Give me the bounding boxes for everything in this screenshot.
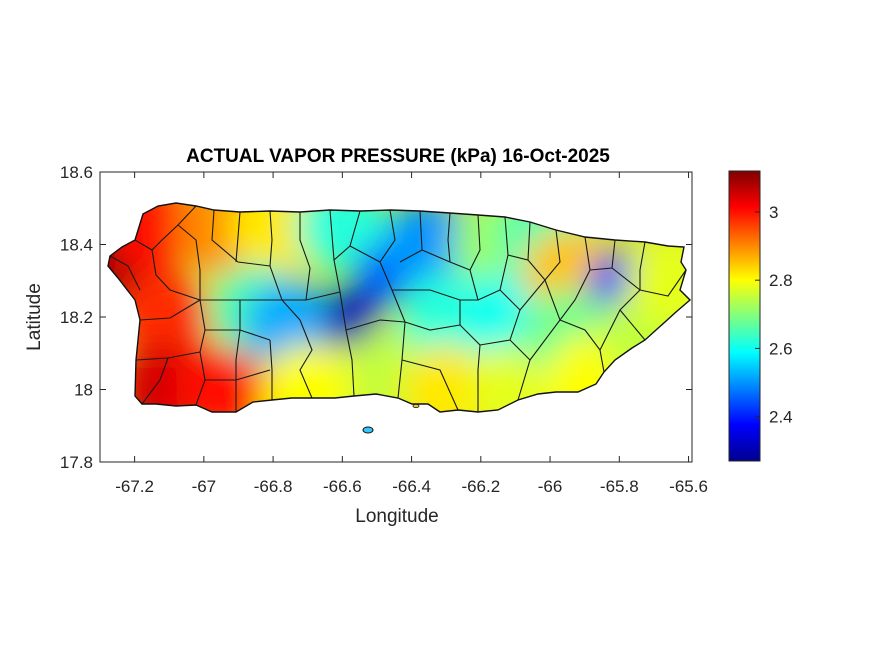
caja-de-muertos-island xyxy=(362,426,374,434)
municipality-border xyxy=(469,214,481,271)
y-axis: 18.6 18.4 18.2 18 17.8 xyxy=(60,163,692,472)
colorbar-tick-label: 2.4 xyxy=(769,408,793,427)
x-tick-label: -66.8 xyxy=(254,477,293,496)
x-tick-label: -66 xyxy=(538,477,563,496)
municipality-border xyxy=(151,249,201,301)
vapor-pressure-field xyxy=(108,203,690,412)
municipality-border xyxy=(639,269,687,297)
municipality-border xyxy=(559,319,605,373)
colorbar-tick-label: 2.8 xyxy=(769,271,793,290)
municipality-border xyxy=(235,211,241,263)
municipality-border xyxy=(639,241,646,290)
municipality-border xyxy=(205,369,271,381)
municipality-border xyxy=(211,209,271,267)
y-tick-label: 17.8 xyxy=(60,453,93,472)
municipality-border xyxy=(235,300,241,412)
colorbar: 3 2.8 2.6 2.4 xyxy=(728,170,793,462)
municipality-border xyxy=(299,319,313,399)
municipality-border xyxy=(109,255,141,291)
municipality-border xyxy=(141,357,169,405)
municipality-border xyxy=(391,289,406,399)
field-sample xyxy=(261,343,354,412)
coastal-islet xyxy=(412,403,420,408)
municipality-border xyxy=(599,267,641,351)
x-tick-label: -67 xyxy=(192,477,217,496)
municipality-border xyxy=(479,289,521,346)
y-tick-label: 18 xyxy=(74,381,93,400)
field-sample xyxy=(116,271,209,363)
municipality-border xyxy=(269,339,273,400)
municipality-borders xyxy=(109,205,687,412)
municipality-border xyxy=(299,212,311,301)
colorbar-tick-label: 2.6 xyxy=(769,339,793,358)
y-tick-label: 18.2 xyxy=(60,308,93,327)
municipality-border xyxy=(200,299,301,321)
municipality-border xyxy=(195,299,206,406)
municipality-border xyxy=(139,299,201,321)
municipality-border xyxy=(269,210,283,301)
municipality-border xyxy=(544,229,561,281)
chart-title: ACTUAL VAPOR PRESSURE (kPa) 16-Oct-2025 xyxy=(186,146,610,167)
colorbar-tick-label: 3 xyxy=(769,203,778,222)
x-tick-label: -67.2 xyxy=(115,477,154,496)
municipality-border xyxy=(404,321,461,331)
y-tick-label: 18.4 xyxy=(60,236,93,255)
field-sample xyxy=(625,234,690,327)
coastline xyxy=(107,202,692,413)
municipality-border xyxy=(459,324,481,412)
puerto-rico-map xyxy=(107,202,692,434)
x-tick-label: -65.6 xyxy=(669,477,708,496)
municipality-border xyxy=(447,212,451,263)
x-axis: -67.2 -67 -66.8 -66.6 -66.4 -66.2 -66 -65.8 -65.… xyxy=(115,172,708,496)
municipality-border xyxy=(339,291,355,397)
x-tick-label: -66.6 xyxy=(323,477,362,496)
municipality-border xyxy=(559,236,591,321)
municipality-border xyxy=(345,319,406,331)
x-tick-label: -66.4 xyxy=(392,477,431,496)
municipality-border xyxy=(177,224,201,300)
y-axis-label: Latitude xyxy=(24,283,45,351)
municipality-border xyxy=(477,216,509,301)
field-sample xyxy=(382,203,475,291)
municipality-border xyxy=(379,209,396,263)
x-axis-label: Longitude xyxy=(355,506,438,527)
municipality-border xyxy=(401,359,459,411)
municipality-border xyxy=(619,309,646,341)
x-tick-label: -65.8 xyxy=(600,477,639,496)
municipality-border xyxy=(392,289,461,325)
municipality-border xyxy=(134,205,197,251)
field-sample xyxy=(322,287,383,347)
field-sample xyxy=(175,343,268,412)
x-tick-label: -66.2 xyxy=(461,477,500,496)
field-sample xyxy=(400,343,493,412)
y-tick-label: 18.6 xyxy=(60,163,93,182)
colorbar-gradient xyxy=(728,170,761,462)
